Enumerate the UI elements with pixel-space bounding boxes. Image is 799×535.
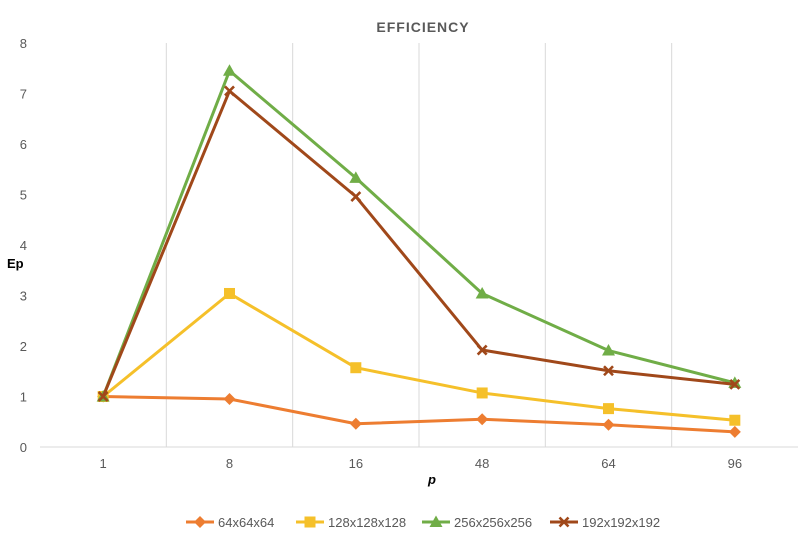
data-point (476, 344, 488, 356)
data-point (224, 85, 235, 97)
y-tick-label: 6 (20, 137, 27, 152)
y-tick-label: 5 (20, 188, 27, 203)
legend-item: 192x192x192 (550, 515, 660, 530)
legend: 64x64x64 128x128x128 256x256x256 192x192x19… (186, 515, 660, 530)
data-point (603, 403, 614, 415)
legend-marker (558, 516, 570, 528)
data-point (349, 171, 363, 183)
x-tick-label: 16 (349, 456, 363, 471)
data-point (350, 191, 362, 202)
legend-label: 128x128x128 (328, 515, 406, 530)
legend-item: 256x256x256 (422, 515, 532, 530)
x-tick-label: 48 (475, 456, 489, 471)
data-point (223, 64, 236, 76)
legend-marker (304, 516, 316, 528)
series-line (101, 395, 737, 434)
data-point (729, 414, 741, 426)
x-tick-label: 96 (728, 456, 742, 471)
x-axis-label: p (427, 472, 436, 487)
y-tick-label: 0 (20, 440, 27, 455)
y-axis-ticks: 0 1 2 3 4 5 6 7 8 (20, 36, 27, 455)
data-point (603, 365, 614, 377)
y-tick-label: 7 (20, 87, 27, 102)
data-point (729, 378, 741, 390)
series-64x64x64 (97, 390, 741, 438)
series-line (101, 69, 737, 398)
data-point (350, 362, 362, 374)
data-point (602, 344, 615, 356)
y-tick-label: 2 (20, 339, 27, 354)
series-layer (96, 64, 742, 438)
data-point (476, 387, 488, 399)
data-point (97, 391, 109, 402)
data-point (602, 418, 615, 431)
grid-lines (40, 43, 798, 448)
y-tick-label: 3 (20, 289, 27, 304)
legend-marker (429, 515, 443, 527)
data-point (349, 417, 362, 430)
x-axis-ticks: 1 8 16 48 64 96 (100, 456, 743, 471)
y-axis-label: Ep (7, 256, 24, 271)
chart-title: EFFICIENCY (376, 19, 469, 35)
data-point (223, 393, 236, 406)
legend-label: 64x64x64 (218, 515, 274, 530)
y-tick-label: 1 (20, 390, 27, 405)
legend-item: 64x64x64 (186, 515, 274, 530)
data-point (475, 286, 489, 299)
y-tick-label: 4 (20, 238, 27, 253)
legend-marker (194, 516, 206, 528)
series-192x192x192 (97, 85, 741, 402)
x-tick-label: 1 (100, 456, 107, 471)
data-point (224, 287, 235, 299)
legend-item: 128x128x128 (296, 515, 406, 530)
series-line (101, 291, 737, 422)
y-tick-label: 8 (20, 36, 27, 51)
legend-label: 192x192x192 (582, 515, 660, 530)
data-point (728, 425, 741, 438)
legend-label: 256x256x256 (454, 515, 532, 530)
x-tick-label: 8 (226, 456, 233, 471)
data-point (476, 413, 489, 426)
series-line (101, 89, 737, 398)
x-tick-label: 64 (601, 456, 615, 471)
